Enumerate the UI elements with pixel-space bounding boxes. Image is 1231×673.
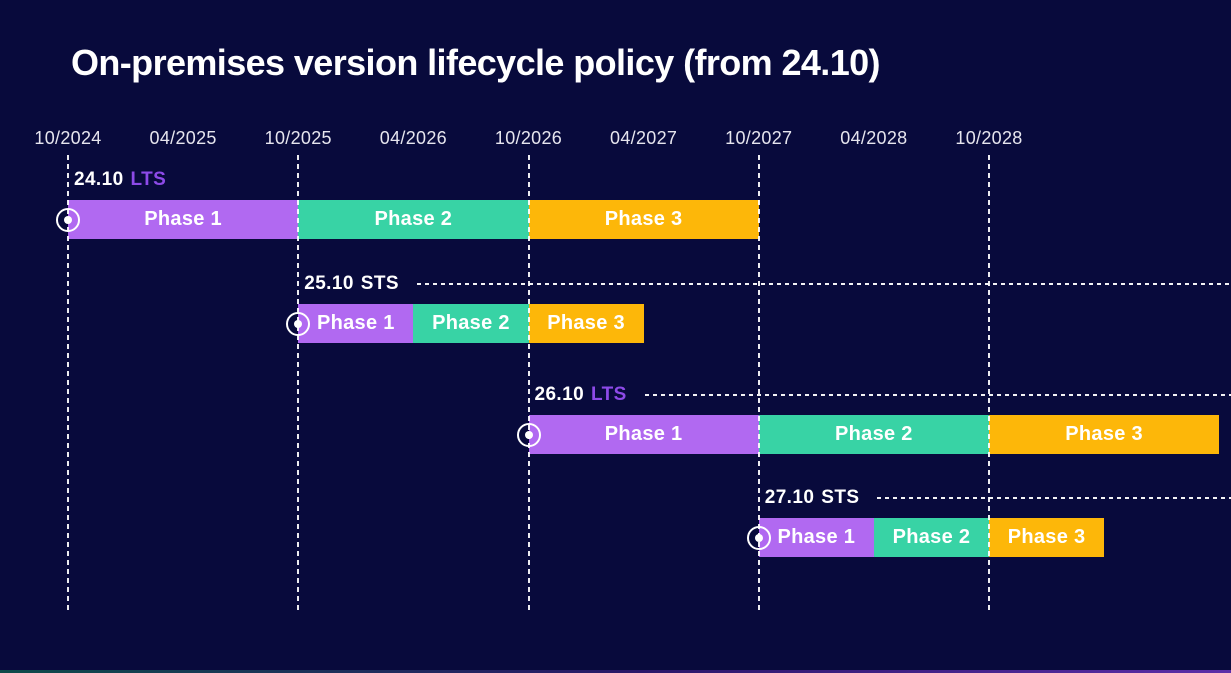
release-channel-tag: LTS — [130, 169, 167, 190]
phase-bar-phase-2: Phase 2 — [873, 518, 989, 557]
version-number: 26.10 — [534, 384, 585, 405]
release-start-marker — [286, 311, 311, 336]
axis-tick-label: 10/2027 — [725, 128, 793, 148]
phase-bar-phase-2: Phase 2 — [413, 304, 529, 343]
phase-bar-phase-1: Phase 1 — [298, 304, 414, 343]
release-channel-tag: LTS — [591, 384, 627, 405]
phase-bar-phase-3: Phase 3 — [528, 200, 759, 239]
timeline-gridline — [988, 155, 990, 613]
version-number: 25.10 — [304, 273, 354, 294]
version-label-row: 24.10 LTS — [74, 167, 1231, 193]
row-dotted-guide-line — [877, 497, 1231, 499]
release-channel-tag: STS — [821, 487, 860, 508]
phase-bar-phase-3: Phase 3 — [989, 415, 1220, 454]
phase-bar-phase-1: Phase 1 — [68, 200, 299, 239]
axis-tick-label: 04/2025 — [149, 128, 217, 148]
phase-bar-phase-1: Phase 1 — [528, 415, 759, 454]
axis-tick-label: 04/2026 — [379, 128, 447, 148]
footer-gradient-strip — [0, 670, 1231, 673]
axis-tick-label: 04/2028 — [840, 128, 908, 148]
phase-bar-phase-2: Phase 2 — [298, 200, 529, 239]
release-start-marker — [56, 207, 80, 232]
row-dotted-guide-line — [644, 394, 1231, 396]
axis-tick-label: 10/2026 — [494, 128, 563, 148]
version-number: 24.10 — [74, 169, 124, 190]
timeline-gridline — [527, 155, 530, 613]
release-start-marker — [746, 525, 771, 550]
row-dotted-guide-line — [416, 283, 1231, 285]
phase-bar-phase-3: Phase 3 — [989, 518, 1105, 557]
axis-tick-label: 10/2028 — [955, 128, 1023, 148]
axis-tick-label: 10/2024 — [34, 128, 102, 148]
timeline-gridline — [297, 155, 300, 613]
version-number: 27.10 — [764, 487, 815, 508]
release-channel-tag: STS — [360, 273, 399, 294]
timeline-gridline — [757, 155, 760, 613]
version-label-row: 27.10 STS — [765, 485, 1231, 511]
timeline-gridline — [67, 155, 69, 613]
release-start-marker — [516, 422, 541, 447]
axis-tick-label: 10/2025 — [264, 128, 332, 148]
phase-bar-phase-3: Phase 3 — [528, 304, 644, 343]
phase-bar-phase-1: Phase 1 — [758, 518, 874, 557]
phase-bar-phase-2: Phase 2 — [758, 415, 989, 454]
chart-title: On-premises version lifecycle policy (fr… — [71, 42, 881, 83]
version-label-row: 25.10 STS — [304, 271, 1231, 297]
axis-tick-label: 04/2027 — [610, 128, 678, 148]
version-label-row: 26.10 LTS — [535, 382, 1231, 408]
